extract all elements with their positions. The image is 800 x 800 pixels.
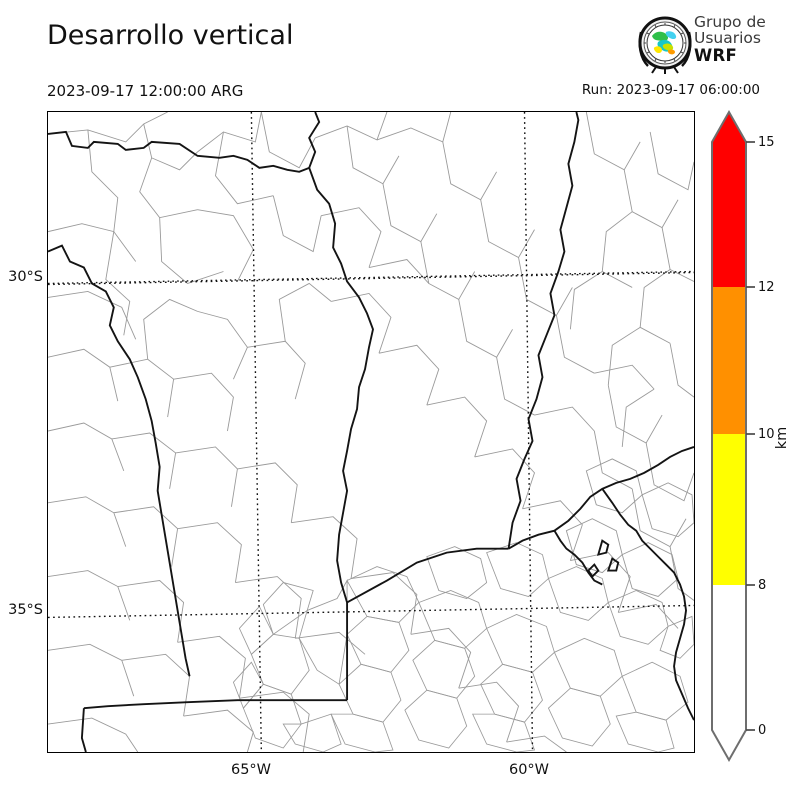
lon-label-65W: 65°W	[230, 762, 272, 778]
page-title: Desarrollo vertical	[47, 20, 294, 51]
colorbar-graphic	[711, 109, 755, 763]
gridline-35S	[48, 604, 694, 619]
graticule	[48, 270, 694, 285]
valid-time-label: 2023-09-17 12:00:00 ARG	[47, 82, 244, 100]
lon-label-60W: 60°W	[508, 762, 550, 778]
colorbar-tick-8: 8	[758, 578, 767, 593]
logo-line-2: Usuarios	[694, 28, 761, 47]
logo-text: Grupo de Usuarios WRF	[694, 13, 796, 75]
logo-line-3: WRF	[694, 45, 738, 65]
colorbar-tick-0: 0	[758, 723, 767, 738]
map-canvas[interactable]	[47, 111, 695, 753]
colorbar-tick-12: 12	[758, 280, 775, 295]
colorbar-ticks	[746, 141, 755, 731]
colorbar-segment-10-12	[712, 287, 746, 434]
colorbar-segment-12-15	[712, 112, 746, 287]
map-geography	[48, 112, 694, 752]
graticule-lines	[48, 112, 694, 752]
logo-line-1: Grupo de	[694, 13, 766, 31]
colorbar-unit-label: km	[774, 426, 790, 450]
department-boundaries	[48, 112, 694, 752]
gridline-65W	[250, 112, 263, 752]
colorbar-tick-15: 15	[758, 135, 775, 150]
colorbar-tick-10: 10	[758, 427, 775, 442]
gridline-lat-25	[48, 270, 694, 285]
colorbar-segment-8-10	[712, 434, 746, 585]
logo: Grupo de Usuarios WRF	[636, 13, 796, 77]
colorbar[interactable]: 15 12 10 8 0	[706, 105, 800, 765]
run-time-label: Run: 2023-09-17 06:00:00	[581, 82, 760, 98]
province-boundaries	[48, 112, 694, 752]
wrf-users-group-seal-icon	[638, 16, 692, 74]
gridline-30S	[48, 271, 694, 286]
colorbar-segment-0-8	[712, 585, 746, 760]
